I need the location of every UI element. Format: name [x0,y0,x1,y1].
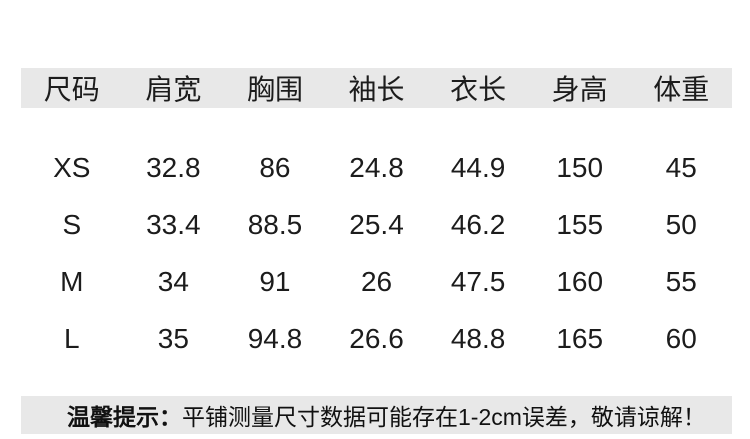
cell-shoulder: 34 [157,265,189,297]
cell-size: L [64,322,80,354]
cell-height: 160 [556,265,604,297]
cell-weight: 55 [665,265,697,297]
cell-sleeve: 24.8 [349,151,404,183]
header-cell-shoulder: 肩宽 [145,74,202,105]
cell-chest: 94.8 [247,322,303,354]
cell-weight: 60 [665,322,697,354]
cell-length: 44.9 [450,151,506,183]
cell-height: 165 [556,322,604,354]
table-header-row: 尺码 肩宽 胸围 袖长 衣长 身高 体重 [21,68,732,108]
cell-shoulder: 33.4 [146,208,201,240]
cell-shoulder: 35 [157,322,189,354]
cell-weight: 50 [665,208,697,240]
note-bar: 温馨提示： 平铺测量尺寸数据可能存在1-2cm误差，敬请谅解！ [21,396,732,434]
header-cell-weight: 体重 [653,74,710,105]
cell-length: 46.2 [450,208,506,240]
header-cell-chest: 胸围 [246,74,303,105]
cell-height: 150 [556,151,604,183]
cell-size: S [62,208,82,240]
header-cell-sleeve: 袖长 [348,74,405,105]
cell-height: 155 [556,208,604,240]
table-body: XS 32.8 86 24.8 44.9 150 45 S 33.4 88.5 … [21,139,732,367]
cell-sleeve: 26.6 [349,322,404,354]
cell-size: M [60,265,84,297]
table-row-m: M 34 91 26 47.5 160 55 [21,253,732,310]
table-row-xs: XS 32.8 86 24.8 44.9 150 45 [21,139,732,196]
cell-sleeve: 26 [360,265,393,297]
cell-length: 47.5 [450,265,506,297]
cell-sleeve: 25.4 [349,208,404,240]
cell-chest: 88.5 [247,208,303,240]
table-row-s: S 33.4 88.5 25.4 46.2 155 50 [21,196,732,253]
header-cell-size: 尺码 [43,74,100,105]
header-cell-height: 身高 [551,74,608,105]
header-cell-length: 衣长 [450,74,507,105]
cell-shoulder: 32.8 [146,151,201,183]
cell-weight: 45 [665,151,697,183]
cell-length: 48.8 [450,322,506,354]
cell-size: XS [53,151,91,183]
cell-chest: 91 [259,265,291,297]
note-label: 温馨提示： [67,404,182,430]
cell-chest: 86 [259,151,291,183]
size-chart-table: 尺码 肩宽 胸围 袖长 衣长 身高 体重 XS 32.8 86 24.8 44.… [21,68,732,367]
note-text: 平铺测量尺寸数据可能存在1-2cm误差，敬请谅解！ [182,404,706,430]
table-row-l: L 35 94.8 26.6 48.8 165 60 [21,310,732,367]
